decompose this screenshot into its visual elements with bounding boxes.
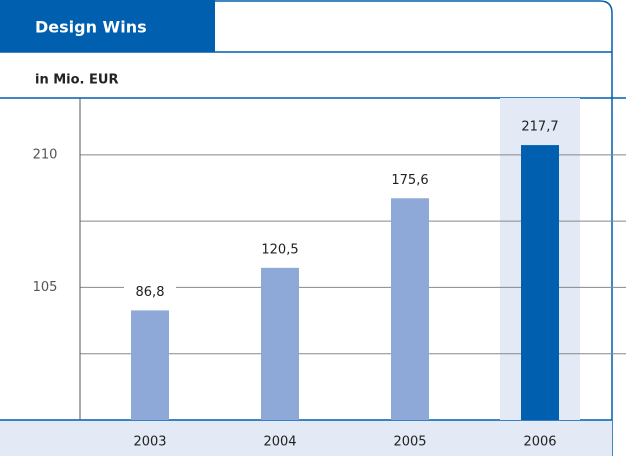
- data-label-bg: [514, 117, 566, 138]
- x-axis-band: [0, 420, 612, 456]
- x-tick-label: 2003: [133, 435, 166, 450]
- bar: [521, 145, 559, 420]
- data-label: 217,7: [521, 120, 558, 135]
- subtitle: in Mio. EUR: [35, 73, 118, 88]
- data-label-bg: [384, 170, 436, 191]
- y-tick-label: 210: [33, 147, 58, 162]
- x-tick-label: 2004: [263, 435, 296, 450]
- frame: [0, 0, 613, 456]
- x-tick-label: 2006: [523, 435, 556, 450]
- chart-title: Design Wins: [35, 18, 147, 37]
- data-label: 86,8: [136, 285, 165, 300]
- data-label: 175,6: [391, 173, 428, 188]
- title-box: [0, 0, 215, 52]
- bar: [391, 198, 429, 420]
- data-label-bg: [124, 282, 176, 303]
- bar: [131, 310, 169, 420]
- bar: [261, 267, 299, 420]
- y-tick-label: 105: [33, 280, 58, 295]
- data-label: 120,5: [261, 242, 298, 257]
- x-tick-label: 2005: [393, 435, 426, 450]
- data-label-bg: [254, 239, 306, 260]
